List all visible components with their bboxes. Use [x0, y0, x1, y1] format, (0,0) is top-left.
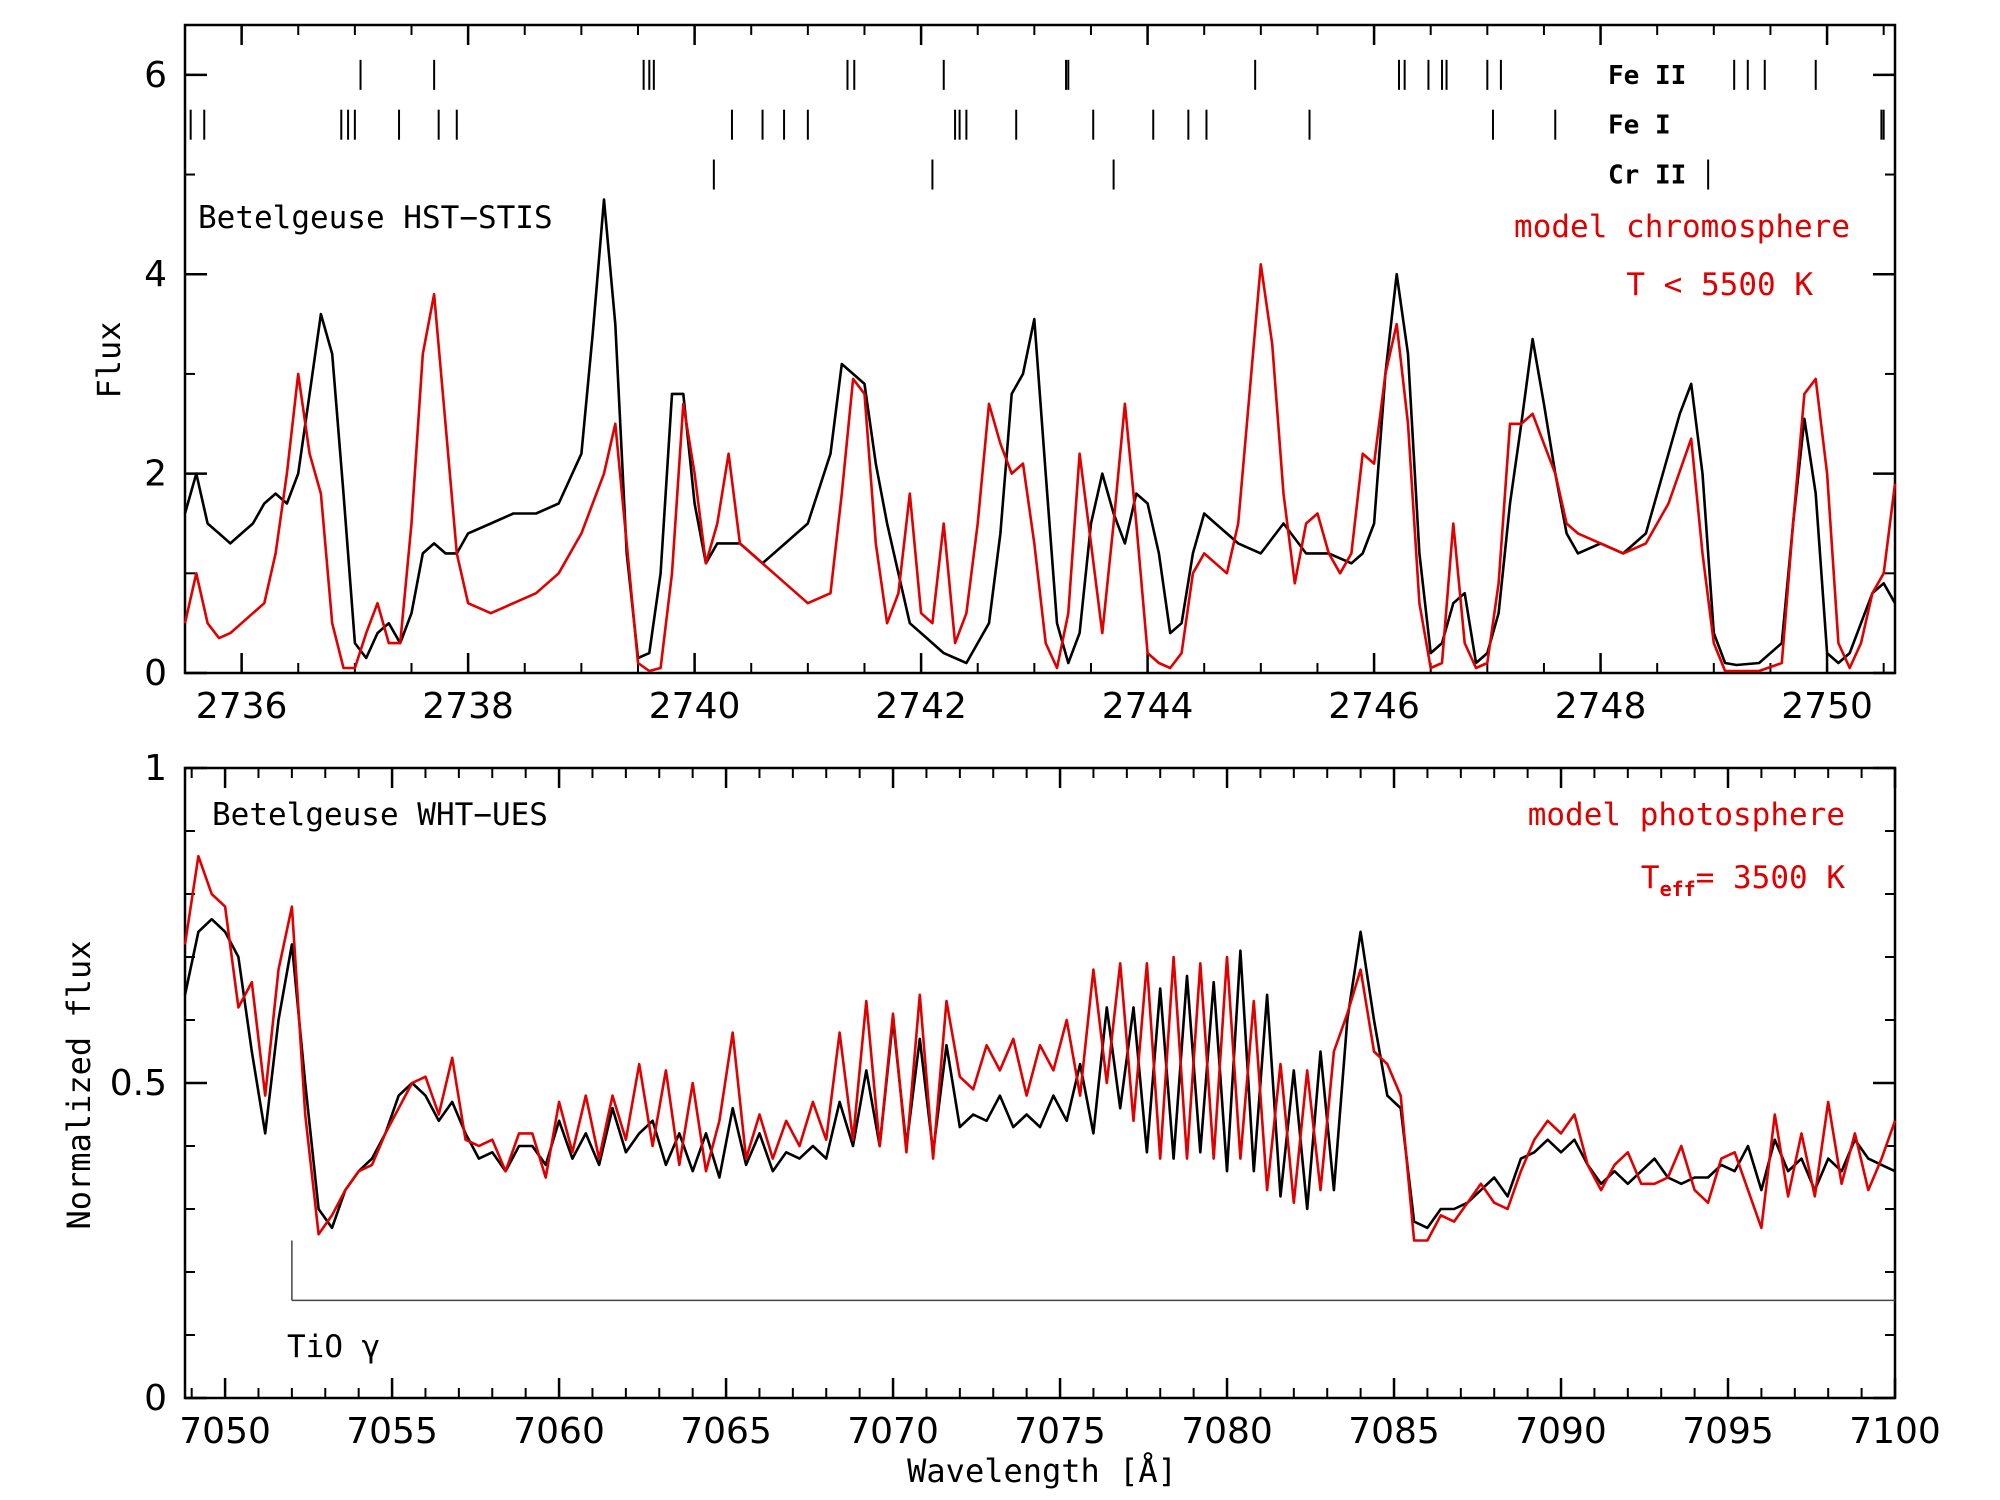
top-y-tick-label: 2	[144, 454, 167, 495]
top-y-axis-label: Flux	[90, 321, 128, 398]
top-object-label: Betelgeuse HST−STIS	[198, 200, 553, 236]
top-model-temperature-label: T < 5500 K	[1626, 267, 1813, 303]
bottom-panel: 7050 7055 7060 7065 7070 7075 7080 7085 7090 7095…	[60, 748, 1941, 1490]
bottom-y-tick-label: 0.5	[110, 1063, 167, 1104]
top-x-tick-label: 2748	[1555, 686, 1647, 727]
bottom-x-tick-label: 7075	[1014, 1411, 1106, 1452]
bottom-x-tick-label: 7080	[1181, 1411, 1273, 1452]
bottom-x-tick-label: 7060	[513, 1411, 605, 1452]
top-x-tick-label: 2744	[1102, 686, 1194, 727]
top-x-tick-label: 2740	[649, 686, 741, 727]
teff-symbol: T	[1641, 860, 1660, 896]
top-series-lines	[183, 198, 1897, 673]
line-id-label: Fe II	[1608, 61, 1686, 91]
top-x-tick-label: 2736	[196, 686, 288, 727]
line-identification-marks: Fe II Fe I Cr II	[189, 59, 1885, 191]
bottom-observed-spectrum-line	[183, 917, 1896, 1230]
top-y-tick-label: 6	[144, 55, 167, 96]
bottom-y-tick-labels: 00.51	[110, 748, 167, 1419]
bottom-x-tick-label: 7070	[847, 1411, 939, 1452]
top-x-tick-label: 2750	[1781, 686, 1873, 727]
line-id-label: Cr II	[1608, 161, 1686, 191]
bottom-y-axis-label: Normalized flux	[60, 941, 98, 1230]
bottom-y-tick-label: 0	[144, 1378, 167, 1419]
line-id-label: Fe I	[1608, 111, 1671, 141]
bottom-model-temperature-label: Teff= 3500 K	[1641, 860, 1845, 901]
teff-subscript: eff	[1660, 877, 1696, 901]
top-x-tick-labels: 2736 2738 2740 2742 2744 2746 2748 2750	[196, 686, 1873, 727]
top-x-tick-label: 2746	[1328, 686, 1420, 727]
top-y-tick-labels: 0 2 4 6	[144, 55, 167, 694]
top-y-tick-label: 0	[144, 653, 167, 694]
bottom-x-axis-label: Wavelength [Å]	[907, 1452, 1177, 1490]
bottom-x-tick-label: 7055	[346, 1411, 438, 1452]
teff-value: = 3500 K	[1696, 860, 1846, 896]
bottom-x-tick-label: 7065	[680, 1411, 772, 1452]
bottom-object-label: Betelgeuse WHT−UES	[212, 797, 548, 833]
tio-band-label: TiO γ	[287, 1329, 380, 1365]
bottom-axis-ticks	[185, 766, 1897, 1400]
top-axis-ticks	[184, 25, 1895, 675]
top-x-tick-label: 2742	[875, 686, 967, 727]
bottom-x-tick-label: 7050	[179, 1411, 271, 1452]
bottom-x-tick-label: 7100	[1849, 1411, 1941, 1452]
bottom-x-tick-labels: 7050 7055 7060 7065 7070 7075 7080 7085 7090 7095…	[179, 1411, 1941, 1452]
top-x-tick-label: 2738	[422, 686, 514, 727]
bottom-model-label: model photosphere	[1528, 797, 1845, 833]
top-panel-frame	[183, 23, 1897, 675]
bottom-y-tick-label: 1	[144, 748, 167, 789]
top-model-spectrum-line	[183, 262, 1897, 673]
bottom-panel-frame	[183, 766, 1897, 1400]
bottom-series-lines	[183, 854, 1897, 1242]
bottom-x-tick-label: 7095	[1682, 1411, 1774, 1452]
bottom-x-tick-label: 7090	[1515, 1411, 1607, 1452]
top-y-tick-label: 4	[144, 254, 167, 295]
top-model-label: model chromosphere	[1514, 209, 1850, 245]
tio-band-marker	[291, 1240, 1895, 1302]
bottom-x-tick-label: 7085	[1348, 1411, 1440, 1452]
top-panel: 2736 2738 2740 2742 2744 2746 2748 2750 0 2 4 6 Fe…	[90, 23, 1897, 727]
bottom-model-spectrum-line	[183, 854, 1897, 1242]
